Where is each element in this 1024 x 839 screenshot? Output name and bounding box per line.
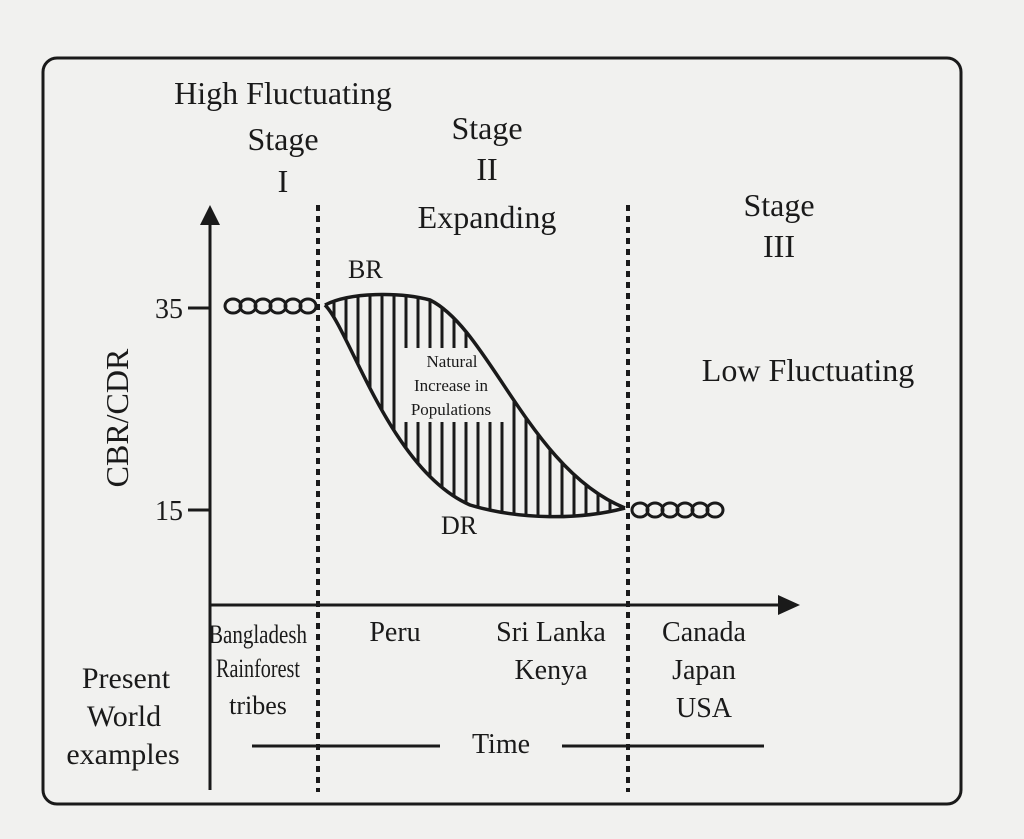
stage3-heading-line1: Stage (743, 187, 814, 223)
stage2-example-line1: Sri Lanka (496, 617, 606, 648)
gap-label-line2: Increase in (414, 376, 489, 395)
examples-label-line3: examples (66, 738, 179, 771)
birth-rate-curve (324, 292, 626, 510)
y-axis-label: CBR/CDR (99, 348, 135, 487)
examples-label-line2: World (87, 700, 161, 733)
dr-label: DR (441, 511, 478, 540)
br-label: BR (348, 255, 383, 284)
y-tick-35: 35 (155, 294, 183, 325)
gap-label-line3: Populations (411, 400, 491, 419)
gap-label-line1: Natural (427, 352, 478, 371)
stage3-heading-line2: III (763, 228, 795, 264)
stage1-example-line2: Rainforest (216, 654, 301, 683)
stage2-example-line2: Kenya (514, 655, 588, 686)
stage3-example-line2: Japan (672, 655, 736, 686)
stage1-heading-line2: Stage (247, 121, 318, 157)
examples-label-line1: Present (82, 662, 171, 695)
stage1-fluctuating-chain (223, 297, 318, 315)
death-rate-curve (323, 303, 626, 519)
x-axis-label: Time (472, 729, 530, 760)
y-axis-arrow-icon (200, 205, 220, 225)
stage2-heading-line3: Expanding (418, 199, 557, 235)
stage3-fluctuating-chain (630, 501, 725, 519)
stage2-example-peru: Peru (369, 617, 420, 648)
stage1-example-line1: Bangladesh (209, 620, 307, 649)
y-tick-15: 15 (155, 496, 183, 527)
x-axis-arrow-icon (778, 595, 800, 615)
stage2-heading-line1: Stage (451, 110, 522, 146)
stage3-heading-line3: Low Fluctuating (702, 352, 914, 388)
stage2-heading-line2: II (476, 151, 497, 187)
stage3-example-line1: Canada (662, 617, 747, 648)
stage3-example-line3: USA (676, 693, 733, 724)
diagram-frame (41, 56, 963, 806)
stage1-heading-line3: I (278, 163, 289, 199)
stage1-example-line3: tribes (229, 691, 287, 720)
stage1-heading-line1: High Fluctuating (174, 75, 392, 111)
